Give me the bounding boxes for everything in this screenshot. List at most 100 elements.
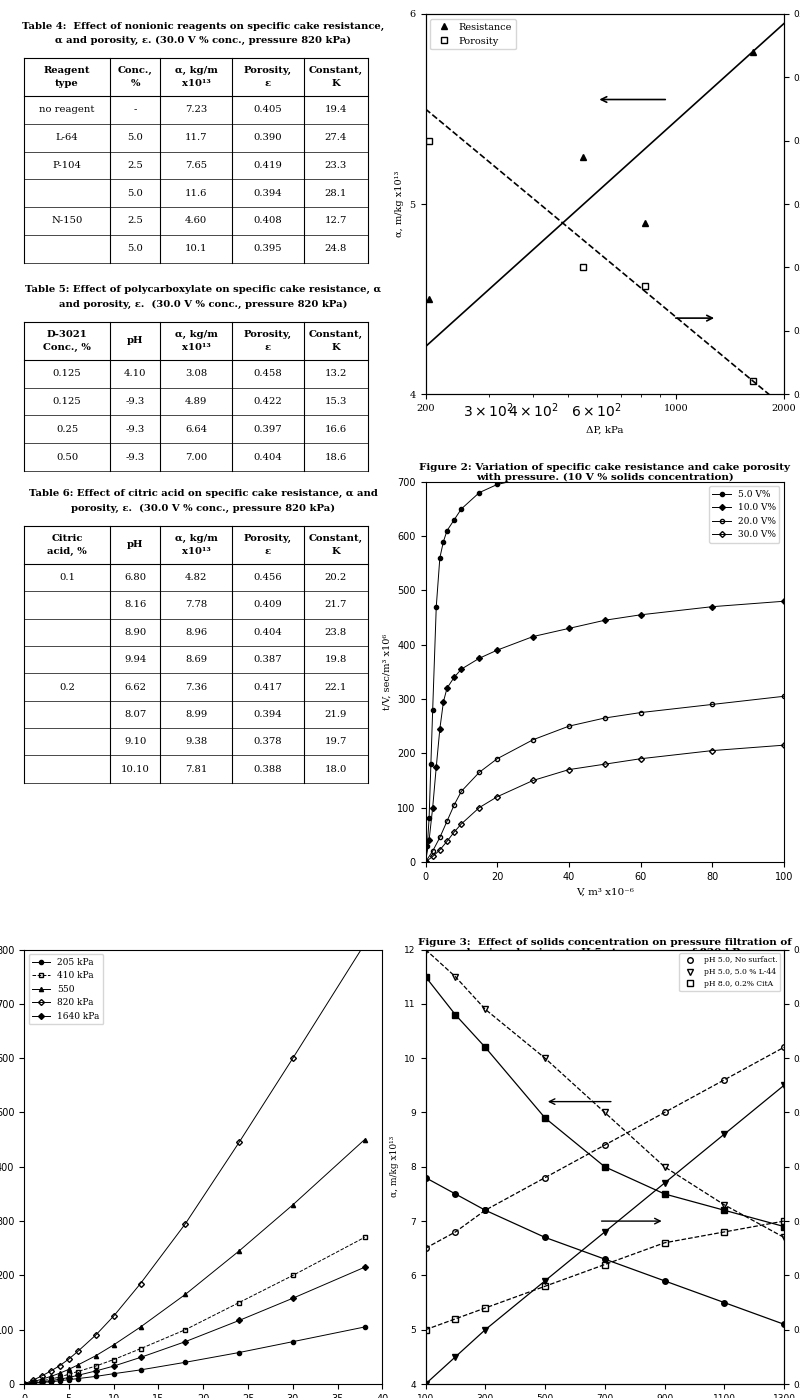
Text: 9.38: 9.38 [185, 737, 207, 747]
Line: 410 kPa: 410 kPa [22, 1236, 366, 1385]
410 kPa [109, 1352, 118, 1369]
550 [91, 1348, 101, 1364]
410 kPa [28, 1374, 38, 1391]
Legend: 5.0 V%, 10.0 V%, 20.0 V%, 30.0 V%: 5.0 V%, 10.0 V%, 20.0 V%, 30.0 V% [709, 487, 779, 542]
Text: 0.387: 0.387 [254, 656, 282, 664]
5.0 V% [457, 500, 466, 517]
820 kPa [181, 1215, 190, 1232]
1640 kPa [64, 1369, 74, 1385]
205 kPa [55, 1373, 65, 1390]
30.0 V% [779, 737, 789, 754]
Text: 21.9: 21.9 [325, 710, 347, 719]
Text: 19.8: 19.8 [325, 656, 347, 664]
Text: 0.456: 0.456 [254, 573, 282, 582]
820 kPa [288, 1050, 298, 1067]
Text: 8.90: 8.90 [124, 628, 146, 637]
Line: 205 kPa: 205 kPa [22, 1325, 366, 1385]
550 [28, 1373, 38, 1390]
820 kPa [73, 1343, 82, 1360]
205 kPa [360, 1318, 370, 1335]
Text: 10.1: 10.1 [185, 245, 207, 253]
Text: α and porosity, ε. (30.0 V % conc., pressure 820 kPa): α and porosity, ε. (30.0 V % conc., pres… [55, 36, 351, 45]
5.0 V% [493, 477, 502, 493]
30.0 V% [636, 751, 646, 768]
410 kPa [55, 1369, 65, 1385]
820 kPa [360, 935, 370, 952]
Text: 7.65: 7.65 [185, 161, 207, 171]
10.0 V% [636, 607, 646, 624]
Text: 0.125: 0.125 [53, 369, 82, 379]
Text: 11.7: 11.7 [185, 133, 207, 143]
20.0 V% [564, 717, 574, 734]
Text: 0.25: 0.25 [56, 425, 78, 433]
5.0 V% [474, 484, 484, 500]
550 [64, 1362, 74, 1378]
Text: 24.8: 24.8 [325, 245, 347, 253]
Text: Conc., %: Conc., % [43, 344, 91, 352]
20.0 V% [600, 710, 610, 727]
Text: -: - [134, 105, 137, 115]
Text: 4.60: 4.60 [185, 217, 207, 225]
Text: 7.36: 7.36 [185, 682, 207, 692]
Text: 10.10: 10.10 [121, 765, 150, 773]
30.0 V% [421, 854, 430, 871]
Text: x10¹³: x10¹³ [182, 80, 210, 88]
1640 kPa [136, 1349, 146, 1366]
820 kPa [37, 1367, 46, 1384]
10.0 V% [779, 593, 789, 610]
550 [360, 1131, 370, 1148]
5.0 V% [426, 756, 436, 773]
5.0 V% [442, 523, 452, 540]
205 kPa [181, 1353, 190, 1370]
Text: 18.0: 18.0 [325, 765, 347, 773]
30.0 V% [428, 849, 438, 865]
10.0 V% [431, 759, 441, 776]
205 kPa [64, 1371, 74, 1388]
Text: 12.7: 12.7 [325, 217, 347, 225]
30.0 V% [493, 788, 502, 805]
Text: 0.409: 0.409 [254, 600, 282, 610]
Line: 30.0 V%: 30.0 V% [423, 744, 786, 864]
410 kPa [64, 1366, 74, 1383]
Text: acid, %: acid, % [47, 547, 87, 556]
550 [109, 1336, 118, 1353]
Text: α, kg/m: α, kg/m [174, 330, 218, 338]
Text: 7.78: 7.78 [185, 600, 207, 610]
Text: no reagent: no reagent [39, 105, 94, 115]
10.0 V% [442, 679, 452, 696]
10.0 V% [474, 650, 484, 667]
Text: Constant,: Constant, [309, 330, 363, 338]
Text: 13.2: 13.2 [325, 369, 347, 379]
20.0 V% [493, 751, 502, 768]
Text: K: K [331, 547, 340, 556]
205 kPa [91, 1369, 101, 1385]
Text: 2.5: 2.5 [127, 161, 143, 171]
30.0 V% [600, 756, 610, 773]
10.0 V% [435, 720, 445, 737]
410 kPa [37, 1373, 46, 1390]
205 kPa [109, 1366, 118, 1383]
Text: 0.378: 0.378 [254, 737, 282, 747]
Text: 0.388: 0.388 [254, 765, 282, 773]
Text: 9.94: 9.94 [124, 656, 146, 664]
Line: 10.0 V%: 10.0 V% [423, 600, 786, 864]
10.0 V% [438, 693, 448, 710]
Text: 0.397: 0.397 [254, 425, 282, 433]
Text: 5.0: 5.0 [127, 133, 143, 143]
205 kPa [37, 1374, 46, 1391]
5.0 V% [707, 440, 717, 457]
10.0 V% [457, 661, 466, 678]
Text: 0.404: 0.404 [254, 453, 282, 461]
410 kPa [288, 1267, 298, 1283]
550 [37, 1371, 46, 1388]
410 kPa [181, 1321, 190, 1338]
410 kPa [91, 1357, 101, 1374]
Text: 11.6: 11.6 [185, 189, 207, 197]
Text: L-64: L-64 [56, 133, 78, 143]
30.0 V% [528, 772, 538, 788]
550 [46, 1369, 56, 1385]
Text: 15.3: 15.3 [325, 397, 347, 405]
550 [181, 1286, 190, 1303]
Text: and porosity, ε.  (30.0 V % conc., pressure 820 kPa): and porosity, ε. (30.0 V % conc., pressu… [59, 299, 347, 309]
1640 kPa [288, 1290, 298, 1307]
